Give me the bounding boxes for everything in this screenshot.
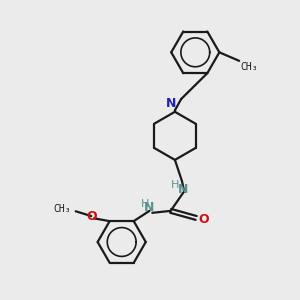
Text: CH₃: CH₃ xyxy=(54,204,71,214)
Text: N: N xyxy=(144,201,154,214)
Text: N: N xyxy=(178,183,189,196)
Text: H: H xyxy=(171,180,179,190)
Text: O: O xyxy=(86,210,97,223)
Text: CH₃: CH₃ xyxy=(241,62,258,72)
Text: O: O xyxy=(198,213,208,226)
Text: N: N xyxy=(166,97,176,110)
Text: H: H xyxy=(141,199,149,209)
